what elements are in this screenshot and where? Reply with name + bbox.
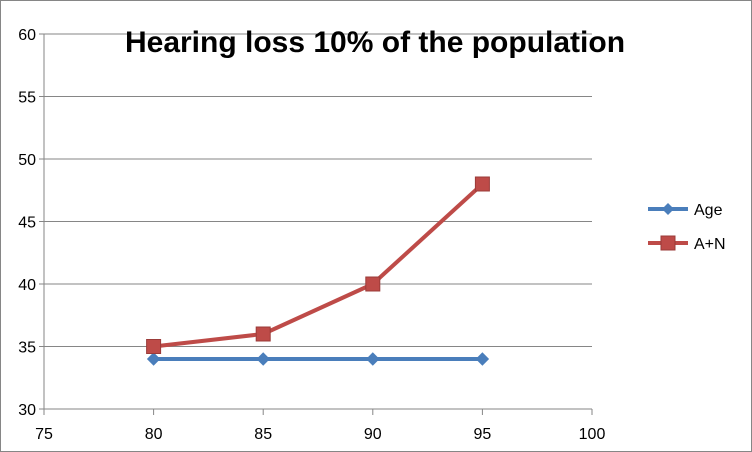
x-tick-label: 95 — [474, 426, 492, 443]
y-tick-label: 30 — [18, 402, 36, 419]
axes — [39, 33, 593, 415]
x-tick-label: 85 — [254, 426, 272, 443]
legend-item: A+N — [648, 235, 726, 253]
x-tick-label: 75 — [35, 426, 53, 443]
y-tick-label: 60 — [18, 27, 36, 44]
y-tick-label: 35 — [18, 340, 36, 357]
y-tick-label: 40 — [18, 277, 36, 294]
x-tick-label: 80 — [145, 426, 163, 443]
legend-marker — [660, 235, 676, 251]
gridlines — [44, 33, 592, 347]
data-point — [255, 326, 271, 342]
series-a-n — [146, 176, 490, 354]
legend-label: Age — [694, 202, 723, 219]
series-age — [146, 352, 490, 366]
x-tick-label: 90 — [364, 426, 382, 443]
legend-item: Age — [648, 202, 723, 219]
data-point — [474, 176, 490, 192]
series-line — [151, 182, 485, 349]
y-tick-label: 45 — [18, 215, 36, 232]
y-tick-label: 55 — [18, 90, 36, 107]
x-axis-ticks: 75 80 85 90 95 100 — [35, 426, 605, 443]
y-tick-label: 50 — [18, 152, 36, 169]
data-point — [256, 352, 270, 366]
x-tick-label: 100 — [579, 426, 606, 443]
legend-marker — [662, 203, 674, 215]
data-point — [365, 276, 381, 292]
data-point — [366, 352, 380, 366]
series-group — [146, 176, 490, 366]
data-point — [146, 339, 162, 354]
chart-title: Hearing loss 10% of the population — [125, 26, 625, 59]
legend: Age A+N — [648, 202, 726, 253]
data-point — [475, 352, 490, 366]
legend-label: A+N — [694, 236, 726, 253]
data-point — [146, 352, 161, 366]
y-axis-ticks: 30 35 40 45 50 55 60 — [18, 27, 36, 419]
